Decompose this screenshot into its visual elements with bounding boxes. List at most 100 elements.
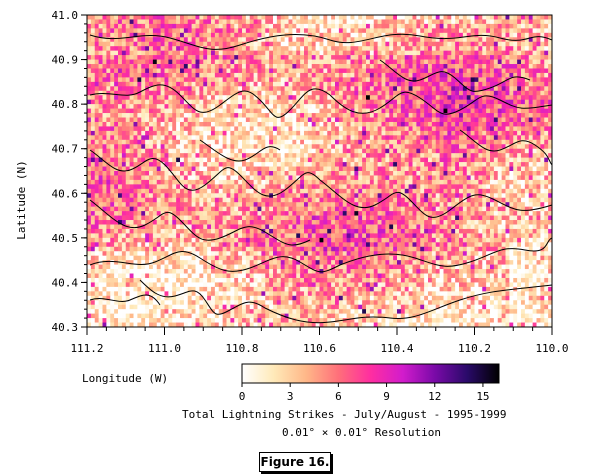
heatmap-cell — [497, 171, 502, 176]
heatmap-cell — [211, 28, 216, 34]
heatmap-cell — [342, 41, 347, 47]
heatmap-cell — [505, 46, 510, 51]
heatmap-cell — [408, 162, 413, 167]
heatmap-cell — [257, 81, 262, 87]
heatmap-cell — [238, 90, 243, 96]
heatmap-cell — [451, 162, 456, 167]
heatmap-cell — [490, 99, 495, 105]
heatmap-cell — [164, 108, 169, 114]
heatmap-cell — [377, 121, 382, 127]
heatmap-cell — [408, 184, 413, 190]
heatmap-cell — [385, 166, 390, 172]
heatmap-cell — [431, 144, 437, 150]
heatmap-cell — [195, 19, 200, 25]
heatmap-cell — [222, 153, 227, 158]
heatmap-cell — [249, 77, 254, 83]
heatmap-cell — [358, 184, 363, 190]
heatmap-cell — [276, 121, 282, 127]
heatmap-cell — [532, 104, 537, 109]
heatmap-cell — [377, 86, 382, 92]
heatmap-cell — [214, 77, 220, 83]
heatmap-cell — [462, 117, 468, 123]
heatmap-cell — [447, 184, 452, 190]
heatmap-cell — [296, 99, 301, 105]
heatmap-cell — [199, 68, 204, 74]
heatmap-cell — [366, 68, 371, 74]
heatmap-cell — [183, 130, 189, 136]
heatmap-cell — [172, 113, 177, 118]
heatmap-cell — [94, 99, 99, 105]
heatmap-cell — [269, 28, 274, 34]
heatmap-cell — [284, 166, 289, 172]
heatmap-cell — [486, 81, 491, 87]
heatmap-cell — [207, 41, 212, 47]
heatmap-cell — [249, 81, 254, 87]
heatmap-cell — [253, 197, 258, 203]
heatmap-cell — [141, 197, 146, 203]
heatmap-cell — [125, 90, 130, 96]
heatmap-cell — [412, 179, 417, 185]
heatmap-cell — [331, 121, 336, 127]
heatmap-cell — [536, 28, 541, 34]
heatmap-cell — [335, 157, 340, 163]
heatmap-cell — [226, 68, 231, 74]
heatmap-cell — [133, 77, 138, 83]
heatmap-cell — [412, 59, 417, 65]
heatmap-cell — [524, 113, 530, 118]
heatmap-cell — [443, 153, 448, 158]
heatmap-cell — [226, 113, 231, 118]
heatmap-cell — [509, 77, 514, 83]
heatmap-cell — [443, 188, 448, 194]
heatmap-cell — [230, 153, 235, 158]
heatmap-cell — [373, 166, 378, 172]
heatmap-cell — [164, 64, 169, 69]
heatmap-cell — [400, 28, 406, 34]
heatmap-cell — [195, 144, 200, 150]
heatmap-cell — [218, 108, 223, 114]
heatmap-cell — [276, 55, 282, 60]
heatmap-cell — [400, 135, 406, 141]
heatmap-cell — [288, 113, 293, 118]
heatmap-cell — [90, 179, 96, 185]
heatmap-cell — [145, 55, 150, 60]
heatmap-cell — [482, 81, 487, 87]
heatmap-cell — [211, 50, 216, 56]
heatmap-cell — [404, 188, 409, 194]
heatmap-cell — [187, 90, 192, 96]
heatmap-cell — [532, 95, 537, 100]
heatmap-cell — [342, 179, 347, 185]
heatmap-cell — [459, 179, 464, 185]
heatmap-cell — [311, 77, 316, 83]
heatmap-cell — [292, 197, 297, 203]
heatmap-cell — [98, 32, 103, 38]
heatmap-cell — [222, 50, 227, 56]
heatmap-cell — [203, 108, 208, 114]
heatmap-cell — [524, 28, 530, 34]
heatmap-cell — [102, 72, 107, 78]
heatmap-cell — [249, 117, 254, 123]
heatmap-cell — [323, 28, 328, 34]
heatmap-cell — [238, 77, 243, 83]
heatmap-cell — [195, 130, 200, 136]
heatmap-cell — [292, 193, 297, 199]
heatmap-cell — [288, 68, 293, 74]
heatmap-cell — [369, 41, 375, 47]
heatmap-cell — [222, 121, 227, 127]
heatmap-cell — [257, 95, 262, 100]
heatmap-cell — [249, 171, 254, 176]
heatmap-cell — [304, 175, 309, 181]
heatmap-cell — [327, 95, 332, 100]
heatmap-cell — [455, 193, 460, 199]
heatmap-cell — [428, 157, 433, 163]
heatmap-cell — [230, 126, 235, 132]
heatmap-cell — [548, 153, 553, 158]
heatmap-cell — [470, 171, 475, 176]
heatmap-cell — [493, 171, 499, 176]
heatmap-cell — [180, 46, 185, 51]
heatmap-cell — [257, 99, 262, 105]
heatmap-cell — [90, 130, 96, 136]
heatmap-cell — [335, 139, 340, 145]
heatmap-cell — [478, 28, 483, 34]
heatmap-cell — [149, 55, 154, 60]
heatmap-cell — [369, 139, 375, 145]
